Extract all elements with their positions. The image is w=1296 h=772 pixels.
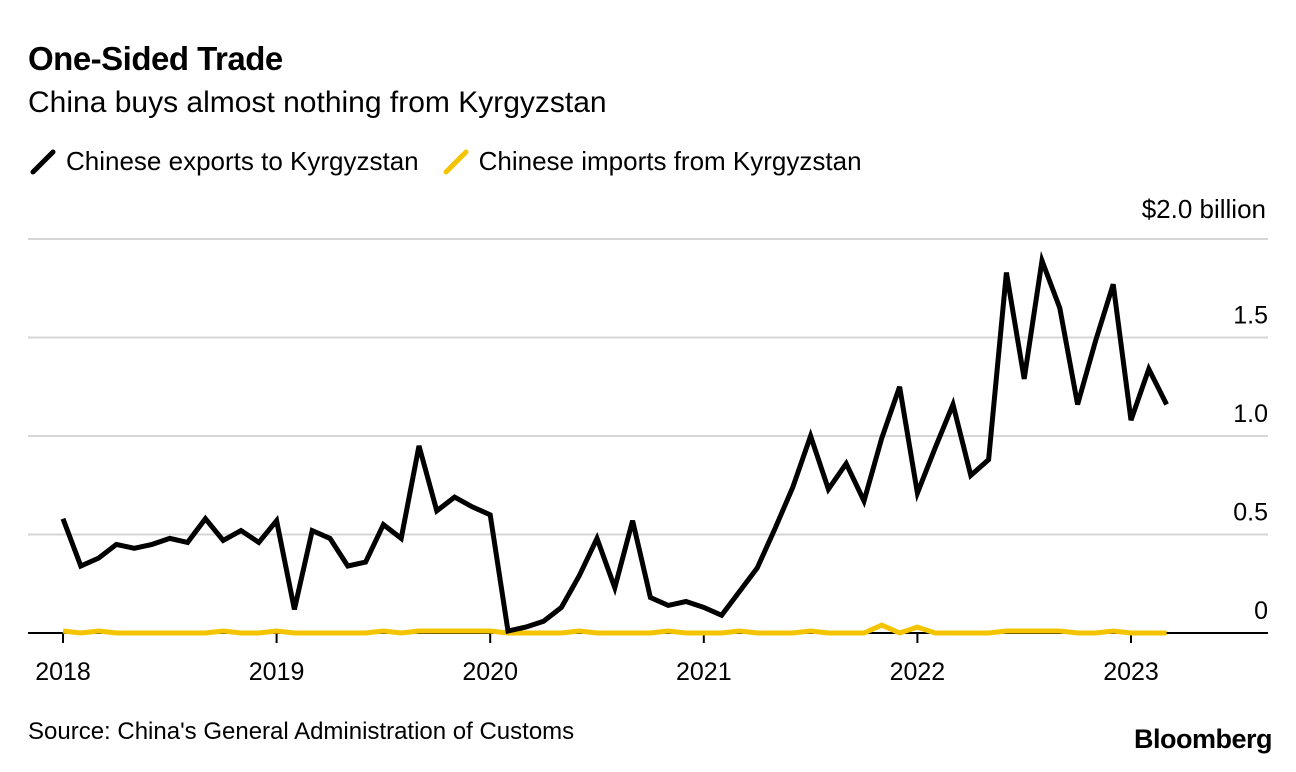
y-tick-label: 1.0 xyxy=(1233,400,1268,428)
source-note: Source: China's General Administration o… xyxy=(28,718,575,745)
legend-item-exports: Chinese exports to Kyrgyzstan xyxy=(28,146,419,177)
y-tick-label: 1.5 xyxy=(1233,302,1268,330)
y-axis-unit-label: $2.0 billion xyxy=(1141,194,1266,224)
chart-legend: Chinese exports to Kyrgyzstan Chinese im… xyxy=(28,146,884,177)
x-tick-label: 2019 xyxy=(249,658,305,686)
x-tick-label: 2021 xyxy=(676,658,732,686)
y-tick-label: 0.5 xyxy=(1233,499,1268,527)
chart-subtitle: China buys almost nothing from Kyrgyzsta… xyxy=(28,86,607,119)
x-tick-label: 2018 xyxy=(35,658,91,686)
legend-swatch-exports xyxy=(30,149,56,174)
x-tick-label: 2023 xyxy=(1103,658,1159,686)
x-tick-label: 2020 xyxy=(462,658,518,686)
bloomberg-logo: Bloomberg xyxy=(1133,724,1273,754)
y-tick-label: 0 xyxy=(1254,597,1268,625)
x-tick-label: 2022 xyxy=(890,658,946,686)
legend-label-exports: Chinese exports to Kyrgyzstan xyxy=(66,146,419,176)
series-line-imports xyxy=(62,622,1167,636)
series-line-exports xyxy=(60,250,1169,635)
legend-item-imports: Chinese imports from Kyrgyzstan xyxy=(441,146,862,177)
chart-title: One-Sided Trade xyxy=(28,40,283,77)
legend-label-imports: Chinese imports from Kyrgyzstan xyxy=(478,146,862,176)
legend-swatch-imports xyxy=(443,149,469,174)
